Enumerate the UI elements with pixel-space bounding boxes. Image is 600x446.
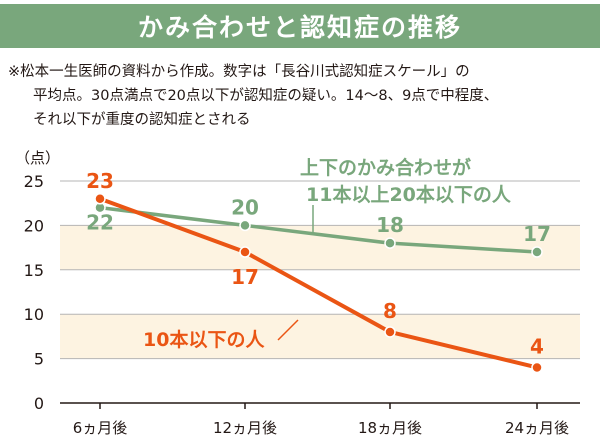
- y-tick-20: 20: [24, 216, 44, 235]
- y-tick-5: 5: [34, 350, 44, 369]
- chart-axes: 0 5 10 15 20 25 （点） 6ヵ月後 12ヵ月後 18ヵ月後 24ヵ月後: [15, 149, 580, 437]
- series-0-name-line1: 上下のかみ合わせが: [300, 156, 471, 179]
- y-tick-15: 15: [24, 261, 44, 280]
- series-1-value-1: 17: [231, 265, 259, 289]
- series-0-value-0: 22: [86, 211, 114, 235]
- chart-labels: 22 20 18 17 23 17 8 4 上下のかみ合わせが 11本以上20本以下の人 10本以下…: [86, 156, 551, 358]
- band-5-10: [60, 314, 580, 359]
- note-line-3: それ以下が重度の認知症とされる: [33, 112, 251, 128]
- y-tick-0: 0: [34, 394, 44, 413]
- series-0-name-line2: 11本以上20本以下の人: [306, 183, 512, 206]
- series-0-point-1: [239, 219, 251, 232]
- y-tick-25: 25: [24, 172, 44, 191]
- source-note: ※松本一生医師の資料から作成。数字は「長谷川式認知症スケール」の 平均点。30点…: [8, 60, 598, 132]
- series-0-point-3: [531, 246, 543, 258]
- series-1-value-2: 8: [383, 299, 397, 323]
- note-line-2: 平均点。30点満点で20点以下が認知症の疑い。14〜8、9点で中程度、: [33, 88, 499, 104]
- series-line-1: [99, 196, 538, 370]
- page-title: かみ合わせと認知症の推移: [137, 13, 462, 42]
- series-0-value-3: 17: [523, 222, 551, 246]
- y-unit-label: （点）: [15, 149, 60, 167]
- x-tick-label-2: 18ヵ月後: [358, 419, 422, 437]
- series-1-point-0: [94, 193, 106, 205]
- series-line-0: [99, 205, 538, 254]
- series-1-value-3: 4: [530, 334, 544, 358]
- x-tick-label-0: 6ヵ月後: [73, 419, 128, 437]
- series-1-name: 10本以下の人: [143, 328, 265, 351]
- band-15-20: [60, 225, 580, 270]
- x-tick-label-3: 24ヵ月後: [505, 419, 569, 437]
- chart-grid: [60, 180, 580, 360]
- series-0-value-1: 20: [231, 195, 259, 219]
- y-tick-10: 10: [24, 305, 44, 324]
- series-1-point-1: [239, 246, 251, 258]
- series-1-point-3: [531, 361, 543, 374]
- chart-bands: [60, 225, 580, 359]
- note-line-1: ※松本一生医師の資料から作成。数字は「長谷川式認知症スケール」の: [8, 64, 470, 80]
- chart-lines: [94, 193, 543, 374]
- series-0-value-2: 18: [376, 213, 404, 237]
- series-1-value-0: 23: [86, 169, 114, 193]
- series-1-name-leader: [277, 319, 299, 341]
- series-0-point-2: [384, 237, 396, 249]
- x-tick-label-1: 12ヵ月後: [213, 419, 277, 437]
- series-1-point-2: [384, 326, 396, 338]
- title-bar: かみ合わせと認知症の推移: [0, 4, 600, 48]
